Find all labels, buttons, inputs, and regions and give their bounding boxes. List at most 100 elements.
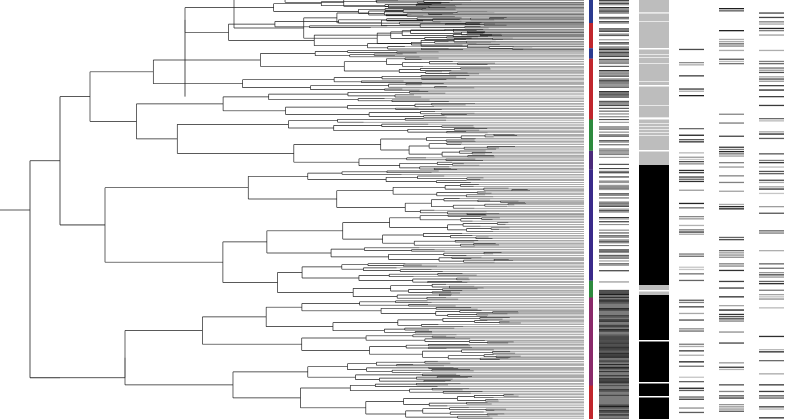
track-1-mark: [599, 4, 629, 6]
track-1-mark: [599, 22, 629, 24]
track-1-mark: [599, 105, 629, 107]
track-1-mark: [599, 163, 629, 165]
track-1-mark: [599, 50, 629, 52]
track-4-mark: [719, 395, 744, 397]
track-5-mark: [759, 34, 784, 36]
track-1-mark: [599, 30, 629, 32]
track-4-mark: [719, 58, 744, 60]
track-1-mark: [599, 211, 629, 213]
track-5-mark: [759, 30, 784, 32]
track-4-mark: [719, 236, 744, 239]
track-1-mark: [599, 110, 629, 112]
track-2-mark: [639, 396, 669, 398]
track-1-mark: [599, 70, 629, 72]
track-5-mark: [759, 186, 784, 188]
track-1-mark: [599, 176, 629, 178]
track-1-mark: [599, 121, 629, 123]
track-2-mark: [639, 12, 669, 13]
track-1-mark: [599, 35, 629, 37]
track-3-mark: [679, 343, 704, 345]
track-3-mark: [679, 233, 704, 235]
track-5-mark: [759, 76, 784, 78]
track-5-mark: [759, 23, 784, 25]
track-5-mark: [759, 170, 784, 173]
track-5-mark: [759, 27, 784, 30]
clade-strip-clade-3: [589, 48, 593, 59]
clade-strip-clade-7: [589, 169, 593, 281]
track-1-mark: [599, 204, 629, 206]
track-1-mark: [599, 78, 629, 80]
track-4-mark: [719, 309, 744, 311]
track-4-mark: [719, 269, 744, 272]
track-3-mark: [679, 231, 704, 233]
track-1-mark: [599, 154, 629, 156]
phylogenetic-tree: [0, 0, 584, 419]
track-4-mark: [719, 63, 744, 65]
track-3-mark: [679, 207, 704, 209]
track-4-mark: [719, 151, 744, 153]
track-3-mark: [679, 365, 704, 367]
track-5-mark: [759, 78, 784, 80]
track-5-mark: [759, 16, 784, 19]
track-1-mark: [599, 53, 629, 55]
track-2-mark: [639, 295, 669, 419]
track-5-mark: [759, 206, 784, 208]
track-3-mark: [679, 216, 704, 218]
leaf-area: [520, 0, 584, 419]
track-5-mark: [759, 267, 784, 269]
track-1-mark: [599, 210, 629, 212]
track-3-mark: [679, 387, 704, 389]
track-5-mark: [759, 85, 784, 87]
track-4-mark: [719, 320, 744, 322]
track-2-mark: [639, 340, 669, 342]
track-1-mark: [599, 79, 629, 81]
track-3-mark: [679, 139, 704, 141]
track-4-mark: [719, 408, 744, 410]
track-3-mark: [679, 345, 704, 348]
track-4-mark: [719, 368, 744, 371]
track-1: [599, 0, 629, 419]
track-3-mark: [679, 350, 704, 352]
track-3-mark: [679, 75, 704, 77]
track-1-mark: [599, 260, 629, 262]
track-3-mark: [679, 255, 704, 257]
track-1-mark: [599, 205, 629, 207]
track-5-mark: [759, 212, 784, 214]
track-1-mark: [599, 126, 629, 128]
track-2-mark: [639, 21, 669, 22]
track-1-mark: [599, 18, 629, 20]
track-1-mark: [599, 224, 629, 226]
track-1-mark: [599, 203, 629, 205]
track-5-mark: [759, 276, 784, 278]
track-4-mark: [719, 43, 744, 45]
track-1-mark: [599, 95, 629, 97]
track-4-mark: [719, 181, 744, 184]
track-1-mark: [599, 91, 629, 93]
track-4-mark: [719, 113, 744, 115]
track-3-mark: [679, 396, 704, 398]
track-4-mark: [719, 406, 744, 408]
track-4-mark: [719, 287, 744, 289]
clade-strip-clade-8: [589, 280, 593, 298]
track-1-mark: [599, 127, 629, 129]
track-1-mark: [599, 74, 629, 76]
track-3-mark: [679, 158, 704, 161]
track-4-mark: [719, 256, 744, 258]
track-4-mark: [719, 148, 744, 151]
track-5-mark: [759, 408, 784, 410]
track-5-mark: [759, 118, 784, 120]
track-1-mark: [599, 240, 629, 242]
annotation-tracks: [599, 0, 784, 419]
track-5-mark: [759, 294, 784, 296]
track-5: [759, 0, 784, 419]
track-1-mark: [599, 56, 629, 58]
track-4-mark: [719, 342, 744, 344]
track-3-mark: [679, 330, 704, 332]
track-4-mark: [719, 254, 744, 256]
track-2-mark: [639, 54, 669, 55]
track-1-mark: [599, 107, 629, 109]
track-3-mark: [679, 180, 704, 183]
track-5-mark: [759, 69, 784, 71]
track-5-mark: [759, 307, 784, 309]
track-5-mark: [759, 49, 784, 52]
